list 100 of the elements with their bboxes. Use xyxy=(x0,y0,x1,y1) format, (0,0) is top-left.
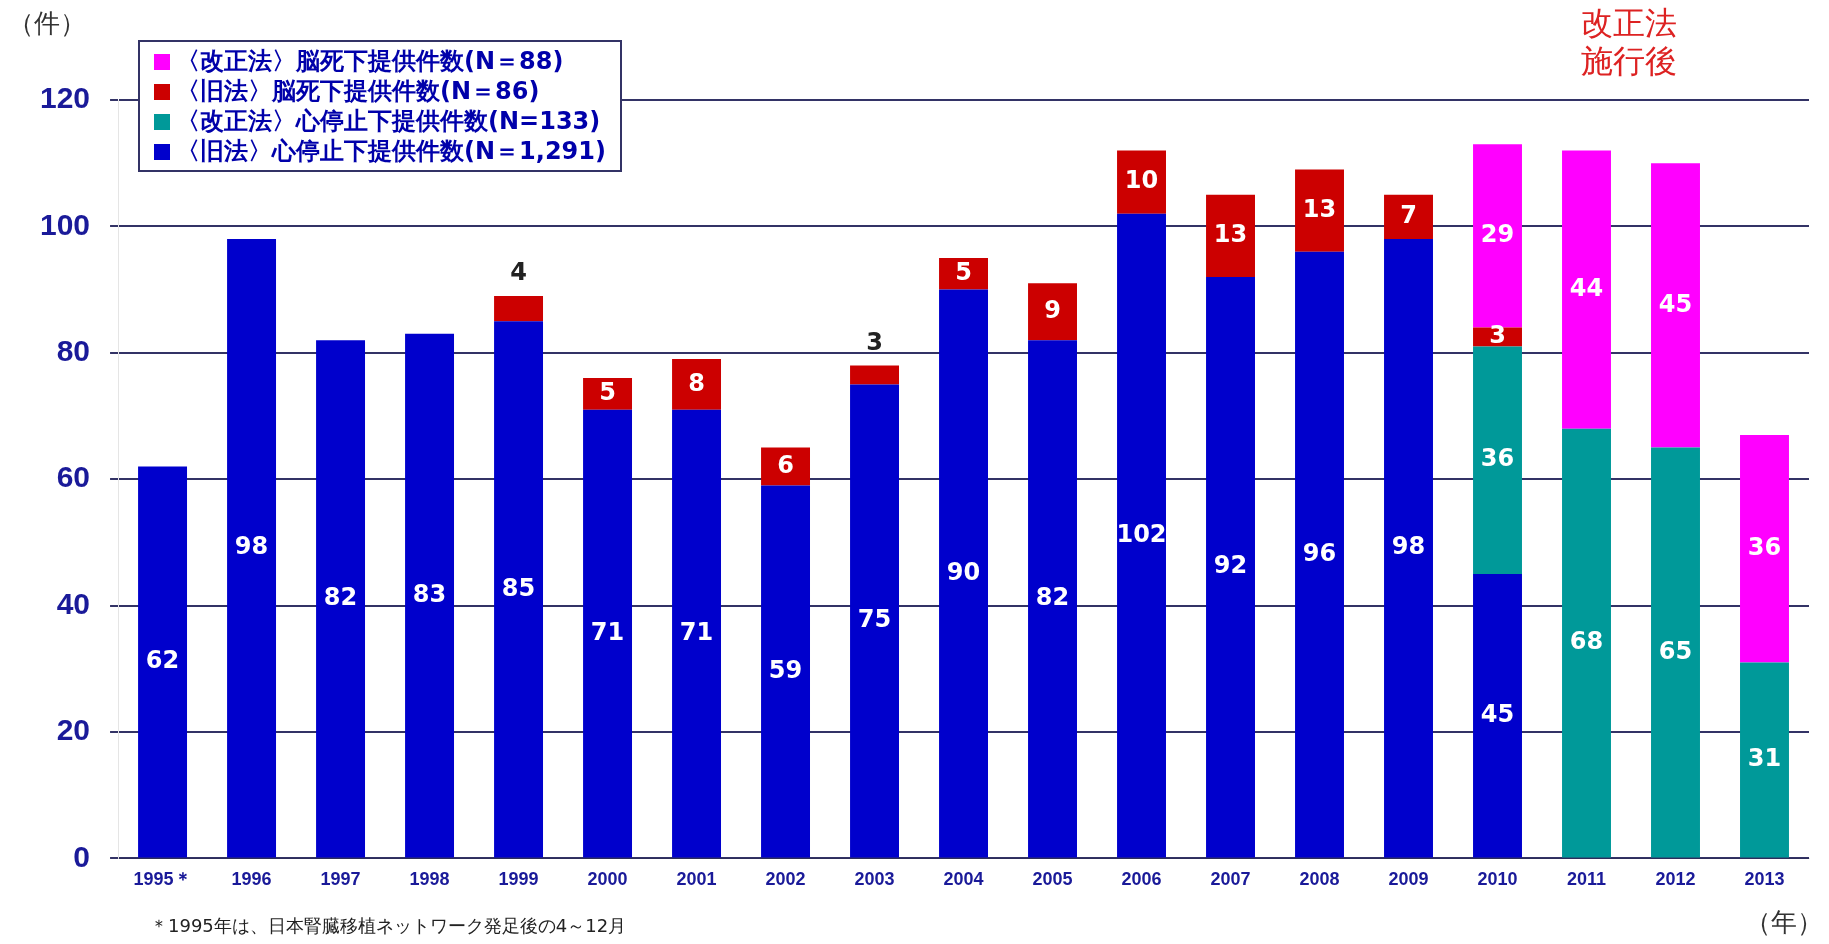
data-label: 31 xyxy=(1747,744,1782,773)
data-label: 9 xyxy=(1044,295,1061,324)
bar xyxy=(850,365,899,385)
bar xyxy=(761,485,811,858)
data-label: 96 xyxy=(1302,538,1337,567)
x-tick-label: 2011 xyxy=(1566,869,1607,890)
bar xyxy=(1562,150,1611,429)
x-tick-label: 2010 xyxy=(1477,869,1518,890)
x-tick-label: 2003 xyxy=(854,869,895,890)
bar xyxy=(1740,434,1789,663)
x-tick-label: 1996 xyxy=(231,869,272,890)
data-label: 71 xyxy=(679,617,714,646)
x-tick-label: 2008 xyxy=(1299,869,1340,890)
y-tick-label: 100 xyxy=(39,207,91,241)
y-tick-label: 0 xyxy=(73,839,91,873)
data-label: 71 xyxy=(590,617,625,646)
bar xyxy=(1562,428,1611,858)
data-label: 6 xyxy=(777,450,794,479)
data-label: 7 xyxy=(1400,201,1417,230)
x-tick-label: 1997 xyxy=(320,869,361,890)
data-label: 102 xyxy=(1116,519,1167,548)
data-label: 59 xyxy=(768,655,803,684)
x-axis-title: （年） xyxy=(1745,906,1823,939)
data-label: 44 xyxy=(1569,273,1604,302)
bar xyxy=(939,289,988,858)
legend-label: 〈改正法〉心停止下提供件数(N=133) xyxy=(175,106,602,136)
data-label: 82 xyxy=(323,583,358,612)
bar xyxy=(1295,251,1344,858)
bar xyxy=(1206,276,1255,858)
data-label: 3 xyxy=(1489,321,1506,350)
bar xyxy=(405,333,455,858)
text: 改正法施行後 xyxy=(1580,4,1679,80)
x-tick-label: 2007 xyxy=(1210,869,1251,890)
bar xyxy=(494,321,544,858)
data-label: 98 xyxy=(1391,532,1426,561)
bar xyxy=(1473,574,1522,858)
bar xyxy=(1740,662,1789,858)
x-tick-label: 2000 xyxy=(587,869,628,890)
data-label: 5 xyxy=(955,258,972,287)
bar xyxy=(1028,340,1077,858)
data-label: 83 xyxy=(412,579,447,608)
bar xyxy=(1473,346,1522,574)
data-label: 5 xyxy=(599,378,616,407)
data-label: 3 xyxy=(866,327,883,356)
data-label: 75 xyxy=(857,605,892,634)
x-tick-label: 1995＊ xyxy=(133,869,192,890)
y-tick-label: 60 xyxy=(56,460,91,494)
data-label: 10 xyxy=(1124,166,1159,195)
bar xyxy=(494,295,544,322)
bar xyxy=(138,466,188,858)
bar xyxy=(1384,239,1433,858)
data-label: 92 xyxy=(1213,551,1248,580)
data-label: 65 xyxy=(1658,636,1693,665)
data-label: 45 xyxy=(1480,699,1515,728)
data-label: 98 xyxy=(234,532,269,561)
bar xyxy=(227,239,277,858)
data-label: 68 xyxy=(1569,627,1604,656)
y-tick-label: 20 xyxy=(56,713,91,747)
x-tick-label: 2013 xyxy=(1744,869,1785,890)
x-tick-label: 1998 xyxy=(409,869,450,890)
x-tick-label: 2009 xyxy=(1388,869,1429,890)
x-tick-label: 2005 xyxy=(1032,869,1073,890)
y-tick-label: 80 xyxy=(56,334,91,368)
bar xyxy=(1117,213,1166,858)
legend-label: 〈旧法〉心停止下提供件数(N＝1,291) xyxy=(175,136,606,166)
bar xyxy=(1651,447,1700,858)
data-label: 45 xyxy=(1658,289,1693,318)
y-axis-title: （件） xyxy=(8,7,86,40)
x-tick-label: 2012 xyxy=(1655,869,1696,890)
bar xyxy=(1384,194,1433,240)
bar xyxy=(1028,283,1077,341)
data-label: 36 xyxy=(1747,532,1782,561)
bar xyxy=(672,359,722,410)
data-label: 85 xyxy=(501,573,536,602)
legend-label: 〈改正法〉脳死下提供件数(N＝88) xyxy=(175,46,565,76)
data-label: 82 xyxy=(1035,583,1070,612)
data-label: 4 xyxy=(510,258,527,287)
bar xyxy=(850,384,899,858)
bar xyxy=(1206,194,1255,277)
bar xyxy=(1295,169,1344,252)
y-tick-label: 40 xyxy=(56,586,91,620)
bar xyxy=(316,340,366,858)
legend-label: 〈旧法〉脳死下提供件数(N＝86) xyxy=(175,76,541,106)
bar xyxy=(1651,163,1700,448)
y-tick-label: 120 xyxy=(39,81,91,115)
data-label: 13 xyxy=(1213,220,1248,249)
data-label: 90 xyxy=(946,557,981,586)
x-tick-label: 2004 xyxy=(943,869,984,890)
data-label: 29 xyxy=(1480,220,1515,249)
bar xyxy=(672,409,722,858)
data-label: 13 xyxy=(1302,194,1337,223)
x-tick-label: 2002 xyxy=(765,869,806,890)
bar xyxy=(761,447,811,486)
x-tick-label: 2006 xyxy=(1121,869,1162,890)
data-label: 62 xyxy=(145,646,180,675)
data-label: 36 xyxy=(1480,444,1515,473)
bar xyxy=(583,409,633,858)
text: ＊1995年は、日本腎臓移植ネットワーク発足後の4～12月 xyxy=(150,914,627,938)
data-label: 8 xyxy=(688,368,705,397)
x-tick-label: 2001 xyxy=(676,869,717,890)
